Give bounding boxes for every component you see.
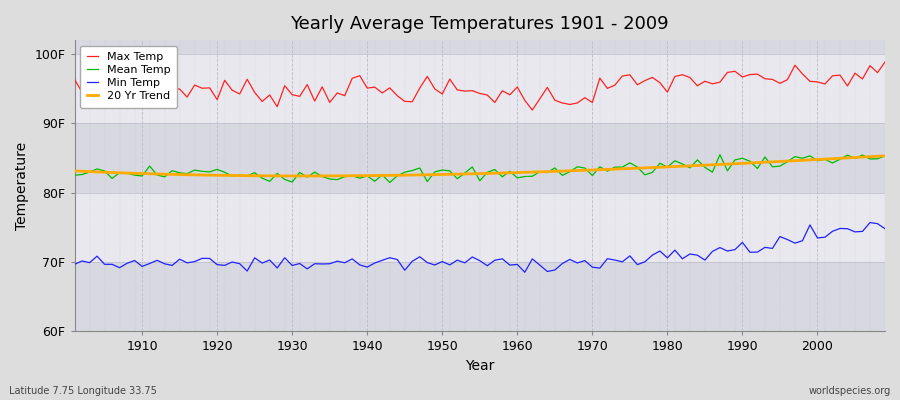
20 Yr Trend: [346, 173, 357, 178]
Min Temp: [339, 260, 350, 265]
Text: worldspecies.org: worldspecies.org: [809, 386, 891, 396]
Min Temp: [130, 258, 140, 263]
Line: Min Temp: Min Temp: [75, 222, 885, 272]
Mean Temp: [69, 173, 80, 178]
Min Temp: [865, 220, 876, 225]
Bar: [75, 262, 885, 332]
Mean Temp: [879, 154, 890, 158]
Bar: [75, 123, 885, 193]
Legend: Max Temp, Mean Temp, Min Temp, 20 Yr Trend: Max Temp, Mean Temp, Min Temp, 20 Yr Tre…: [80, 46, 177, 108]
Max Temp: [512, 85, 523, 90]
Max Temp: [504, 92, 515, 97]
Line: Max Temp: Max Temp: [75, 62, 885, 110]
Line: Mean Temp: Mean Temp: [75, 155, 885, 182]
20 Yr Trend: [302, 174, 312, 178]
Min Temp: [519, 270, 530, 275]
Max Temp: [130, 78, 140, 82]
Mean Temp: [339, 174, 350, 179]
Bar: [75, 193, 885, 262]
Mean Temp: [715, 152, 725, 157]
Y-axis label: Temperature: Temperature: [15, 142, 29, 230]
Mean Temp: [519, 174, 530, 179]
Mean Temp: [512, 176, 523, 180]
Mean Temp: [609, 165, 620, 170]
Bar: [75, 54, 885, 123]
Bar: [75, 40, 885, 54]
20 Yr Trend: [130, 171, 140, 176]
20 Yr Trend: [519, 170, 530, 175]
X-axis label: Year: Year: [465, 359, 494, 373]
Mean Temp: [130, 173, 140, 178]
20 Yr Trend: [512, 170, 523, 175]
Text: Latitude 7.75 Longitude 33.75: Latitude 7.75 Longitude 33.75: [9, 386, 157, 396]
20 Yr Trend: [294, 174, 305, 178]
Min Temp: [504, 263, 515, 268]
Max Temp: [526, 108, 537, 112]
Max Temp: [339, 93, 350, 98]
Mean Temp: [294, 170, 305, 175]
Max Temp: [69, 77, 80, 82]
Min Temp: [69, 262, 80, 267]
20 Yr Trend: [609, 167, 620, 172]
Title: Yearly Average Temperatures 1901 - 2009: Yearly Average Temperatures 1901 - 2009: [291, 15, 669, 33]
Max Temp: [609, 83, 620, 88]
Mean Temp: [384, 180, 395, 185]
Min Temp: [512, 262, 523, 267]
Min Temp: [609, 258, 620, 262]
Line: 20 Yr Trend: 20 Yr Trend: [75, 156, 885, 176]
Min Temp: [294, 261, 305, 266]
Min Temp: [879, 226, 890, 231]
Max Temp: [879, 60, 890, 64]
20 Yr Trend: [879, 154, 890, 158]
Max Temp: [294, 94, 305, 99]
20 Yr Trend: [69, 168, 80, 173]
